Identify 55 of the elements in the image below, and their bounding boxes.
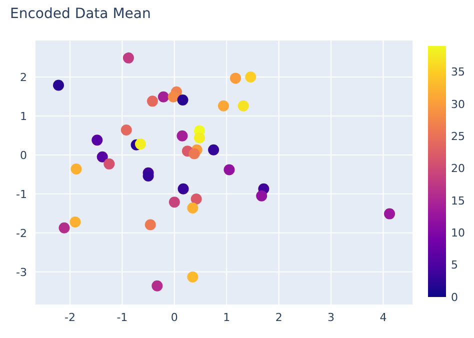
x-tick-label: 2 [275, 310, 282, 324]
x-tick-label: -2 [64, 310, 76, 324]
x-tick-label: -1 [116, 310, 128, 324]
point [238, 100, 249, 112]
color-bar-label: 30 [451, 98, 465, 111]
color-bar-label: 10 [451, 226, 465, 240]
y-tick-label: -1 [16, 188, 27, 201]
point [134, 138, 146, 150]
point [245, 72, 256, 83]
color-bar-label: 5 [451, 258, 458, 272]
point [52, 80, 64, 91]
point [188, 148, 200, 160]
color-bar-label: 15 [451, 194, 465, 208]
x-tick-label: 0 [170, 310, 178, 324]
point [168, 91, 179, 102]
point [70, 216, 81, 228]
x-tick-label: 3 [328, 310, 335, 324]
point [194, 132, 205, 144]
point [218, 100, 229, 112]
point [120, 124, 132, 136]
chart-title: Encoded Data Mean [10, 6, 151, 22]
point [178, 183, 189, 194]
point [190, 194, 202, 204]
point [92, 134, 103, 146]
point [122, 52, 134, 64]
point [224, 164, 235, 176]
point [168, 196, 180, 208]
point [146, 96, 158, 107]
point [384, 208, 396, 220]
point [58, 222, 70, 234]
point [256, 190, 268, 202]
point [144, 219, 156, 230]
color-bar-label: 35 [451, 66, 465, 79]
point [187, 202, 198, 214]
point [187, 271, 198, 282]
point [104, 158, 115, 170]
y-tick-label: 0 [20, 148, 27, 162]
point [208, 144, 220, 156]
color-bar-label: 25 [451, 130, 465, 143]
y-tick-label: -3 [16, 266, 27, 279]
x-tick-label: 4 [380, 310, 387, 324]
color-bar-label: 20 [451, 162, 465, 176]
point [230, 72, 241, 84]
x-tick-label: 1 [223, 310, 230, 324]
point [152, 280, 163, 292]
point [158, 91, 169, 102]
point [70, 163, 82, 174]
point [177, 94, 188, 106]
y-tick-label: 1 [20, 110, 27, 123]
point [176, 130, 188, 142]
point [142, 170, 154, 182]
y-tick-label: -2 [16, 226, 27, 240]
y-tick-label: 2 [20, 70, 27, 84]
point [96, 151, 108, 162]
color-bar-label: 0 [451, 290, 458, 304]
